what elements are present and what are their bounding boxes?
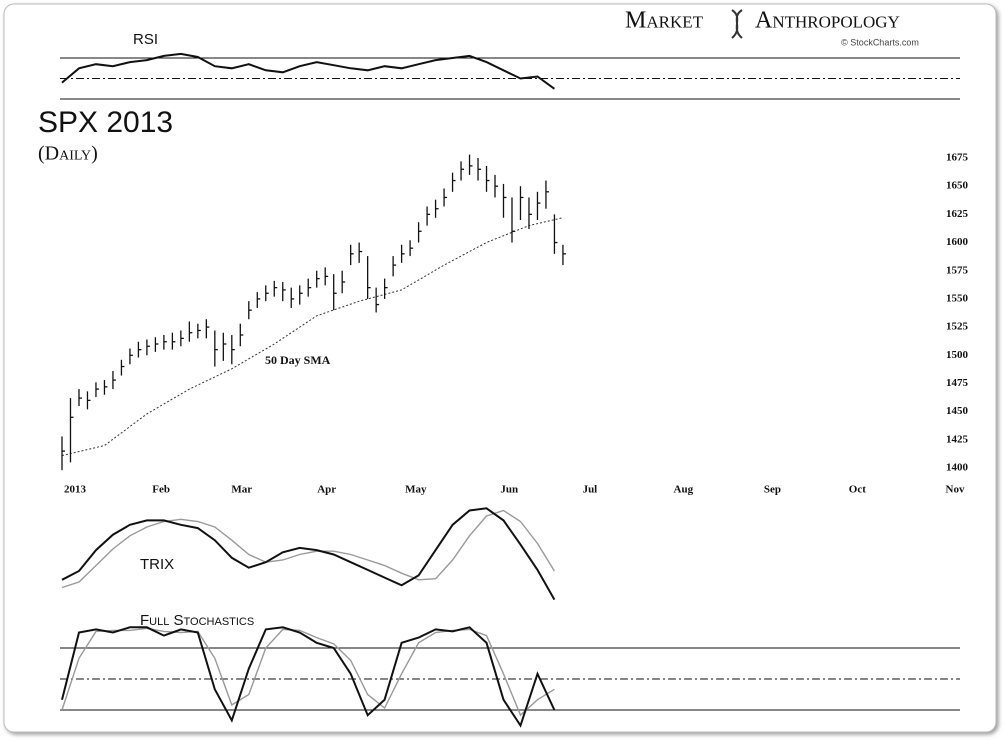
chart-subtitle: (Daily) xyxy=(38,143,98,165)
y-tick-label: 1400 xyxy=(946,462,969,474)
logo-word: Market xyxy=(625,8,704,34)
y-tick-label: 1650 xyxy=(946,180,969,192)
indicator-line xyxy=(61,507,556,601)
y-tick-label: 1575 xyxy=(946,264,969,276)
x-tick-label: Sep xyxy=(764,484,781,496)
x-tick-label: Jul xyxy=(583,484,598,496)
credit: © StockCharts.com xyxy=(841,37,919,47)
x-tick-label: 2013 xyxy=(64,484,87,496)
y-tick-label: 1500 xyxy=(946,349,969,361)
y-tick-label: 1550 xyxy=(946,292,969,304)
indicator-line xyxy=(61,509,555,589)
x-tick-label: Jun xyxy=(500,484,518,496)
logo-word: Anthropology xyxy=(755,8,900,34)
panel-title: Full Stochastics xyxy=(140,612,254,629)
x-tick-label: Apr xyxy=(317,484,336,496)
y-tick-label: 1675 xyxy=(946,152,969,164)
panel-title: RSI xyxy=(133,31,158,48)
y-tick-label: 1525 xyxy=(946,321,969,333)
indicator-line xyxy=(61,626,556,728)
x-tick-label: May xyxy=(405,484,427,496)
panel-title: TRIX xyxy=(140,556,174,573)
y-tick-label: 1600 xyxy=(946,236,969,248)
indicator-line xyxy=(61,52,555,90)
x-tick-label: Feb xyxy=(152,484,170,496)
logo-icon xyxy=(731,9,743,39)
y-tick-label: 1450 xyxy=(946,405,969,417)
x-tick-label: Aug xyxy=(674,484,694,496)
annotation: 50 Day SMA xyxy=(265,353,331,367)
y-tick-label: 1425 xyxy=(946,433,969,445)
x-tick-label: Oct xyxy=(849,484,866,496)
sma-line xyxy=(61,217,564,457)
y-tick-label: 1625 xyxy=(946,208,969,220)
x-tick-label: Nov xyxy=(946,484,965,496)
y-tick-label: 1475 xyxy=(946,377,969,389)
chart-title: SPX 2013 xyxy=(38,106,173,139)
frame xyxy=(3,3,997,733)
x-tick-label: Mar xyxy=(231,484,252,496)
